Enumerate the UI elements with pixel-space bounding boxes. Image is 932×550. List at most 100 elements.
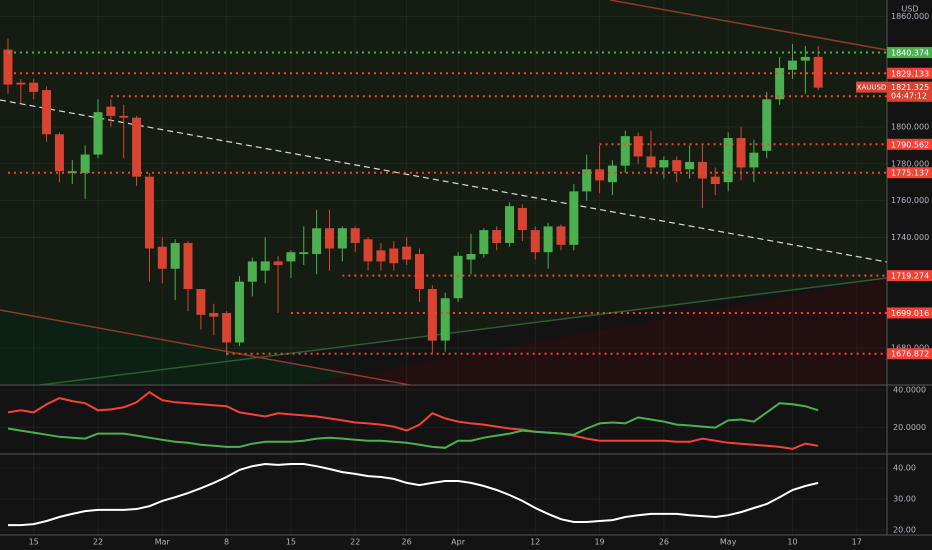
- level-label: 1699.016: [891, 309, 929, 318]
- candle-body: [376, 250, 386, 262]
- candle-body: [3, 49, 13, 85]
- x-tick-label: 22: [350, 538, 360, 547]
- symbol-label: XAUUSD: [857, 84, 887, 92]
- candle-body: [402, 246, 412, 260]
- candle-body: [337, 228, 347, 249]
- y-tick-label: 30.00: [893, 495, 916, 504]
- grid: [0, 0, 887, 535]
- candle-body: [54, 134, 64, 172]
- level-label-box: [887, 167, 932, 179]
- candle-body: [119, 115, 129, 118]
- candle-body: [736, 137, 746, 168]
- x-tick-label: 17: [852, 538, 862, 547]
- candle-body: [607, 165, 617, 183]
- candle-body: [312, 228, 322, 255]
- candle-body: [749, 152, 759, 168]
- level-label-box: [887, 67, 932, 79]
- y-tick-label: 20.00: [893, 526, 916, 535]
- candle-body: [196, 289, 206, 315]
- candle-body: [569, 191, 579, 245]
- indicator-line: [7, 390, 819, 450]
- level-label: 1829.133: [891, 69, 929, 78]
- candle-body: [80, 154, 90, 173]
- candle-body: [672, 160, 682, 172]
- trend-line: [0, 99, 888, 263]
- candle-body: [299, 252, 309, 255]
- candle-body: [93, 112, 103, 155]
- candle-body: [633, 136, 643, 157]
- candle-body: [427, 289, 437, 341]
- candle-body: [350, 228, 360, 243]
- x-tick-label: 15: [29, 538, 39, 547]
- y-tick-label: 40.0000: [893, 386, 926, 395]
- x-tick-label: 26: [402, 538, 412, 547]
- candle-body: [620, 136, 630, 166]
- candle-body: [582, 169, 592, 192]
- level-label: 1840.374: [891, 49, 929, 58]
- candle-body: [595, 169, 605, 181]
- candle-body: [273, 261, 283, 266]
- x-tick-label: 22: [93, 538, 103, 547]
- level-label: 1790.562: [891, 140, 929, 149]
- candle-body: [517, 207, 527, 231]
- symbol-box: [856, 81, 887, 93]
- y-tick-label: 1680.000: [891, 343, 929, 352]
- y-tick-label: 1800.000: [891, 122, 929, 131]
- candle-body: [363, 239, 373, 262]
- candle-body: [42, 90, 52, 135]
- candle-body: [710, 176, 720, 185]
- candle-body: [530, 230, 540, 253]
- level-label: 1719.274: [891, 272, 929, 281]
- candle-body: [106, 106, 116, 116]
- candle-body: [247, 261, 257, 282]
- y-tick-label: 1740.000: [891, 233, 929, 242]
- y-tick-label: 1860.000: [891, 12, 929, 21]
- candle-body: [800, 56, 810, 61]
- candle-body: [440, 298, 450, 341]
- candle-body: [222, 312, 232, 343]
- last-price: 1821.325: [891, 83, 929, 92]
- y-tick-label: 1780.000: [891, 159, 929, 168]
- trend-line: [0, 309, 411, 386]
- candle-body: [556, 226, 566, 245]
- candle-body: [415, 254, 425, 290]
- x-tick-label: May: [720, 538, 737, 547]
- candle-body: [787, 60, 797, 70]
- x-tick-label: 10: [787, 538, 797, 547]
- candle-body: [29, 82, 39, 92]
- candle-body: [762, 99, 772, 151]
- x-tick-label: 15: [286, 538, 296, 547]
- y-tick-label: 20.0000: [893, 423, 926, 432]
- candle-body: [697, 161, 707, 179]
- indicator-line: [8, 462, 819, 527]
- candle-body: [505, 206, 515, 243]
- candle-body: [453, 255, 463, 299]
- x-tick-label: 12: [530, 538, 540, 547]
- candle-body: [234, 281, 244, 343]
- candle-body: [492, 230, 502, 243]
- candle-body: [67, 171, 77, 173]
- candle-body: [543, 226, 553, 253]
- level-label-box: [887, 348, 932, 360]
- trend-line: [39, 277, 888, 386]
- last-price-box: [887, 81, 932, 102]
- candle-body: [685, 161, 695, 170]
- level-label: 1775.137: [891, 169, 929, 178]
- x-tick-label: 26: [659, 538, 669, 547]
- zone-lower-right: [300, 278, 887, 385]
- candle-body: [170, 242, 180, 269]
- candle-body: [209, 312, 219, 317]
- y-tick-label: 1760.000: [891, 196, 929, 205]
- candle-body: [324, 228, 334, 249]
- candle-body: [183, 242, 193, 290]
- candle-body: [723, 137, 733, 183]
- countdown: 04:47:12: [891, 92, 927, 101]
- x-tick-label: Apr: [451, 538, 466, 547]
- candle-body: [775, 67, 785, 100]
- candle-body: [132, 117, 142, 177]
- candle-body: [466, 254, 476, 260]
- candle-body: [260, 261, 270, 271]
- candle-body: [157, 246, 167, 269]
- candle-body: [646, 156, 656, 168]
- x-tick-label: 8: [224, 538, 229, 547]
